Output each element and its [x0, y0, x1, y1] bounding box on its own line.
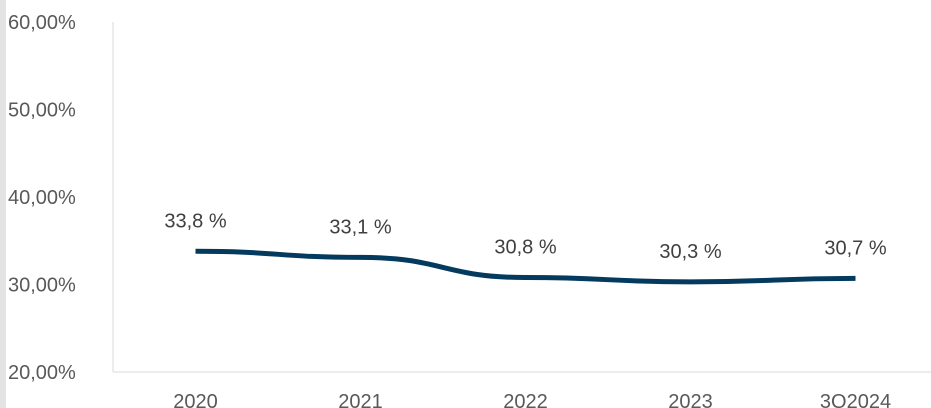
y-tick-labels: 20,00% 30,00% 40,00% 50,00% 60,00% — [8, 12, 76, 384]
data-label: 30,3 % — [659, 241, 721, 263]
data-label: 33,8 % — [164, 210, 226, 232]
y-tick-label: 20,00% — [8, 362, 76, 384]
data-label: 30,7 % — [824, 237, 886, 259]
x-tick-label: 3Q2024 — [820, 391, 891, 408]
y-tick-label: 30,00% — [8, 275, 76, 297]
x-tick-labels: 2020 2021 2022 2023 3Q2024 — [173, 391, 891, 408]
x-tick-label: 2021 — [338, 391, 383, 408]
series-line — [195, 248, 856, 285]
data-label: 30,8 % — [494, 237, 556, 259]
y-tick-label: 60,00% — [8, 12, 76, 34]
y-tick-label: 50,00% — [8, 100, 76, 122]
y-tick-label: 40,00% — [8, 187, 76, 209]
data-label: 33,1 % — [329, 216, 391, 238]
x-tick-label: 2020 — [173, 391, 218, 408]
left-edge-strip — [0, 0, 6, 408]
x-tick-label: 2022 — [503, 391, 548, 408]
x-tick-label: 2023 — [668, 391, 713, 408]
data-labels: 33,8 % 33,1 % 30,8 % 30,3 % 30,7 % — [164, 210, 886, 263]
